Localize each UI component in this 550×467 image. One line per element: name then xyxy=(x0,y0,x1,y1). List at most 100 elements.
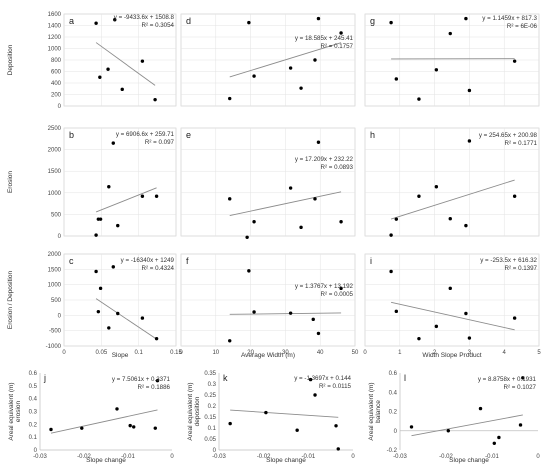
panel-letter: i xyxy=(370,256,372,266)
y-tick-label: 0.35 xyxy=(204,371,216,377)
x-tick-label: -0.03 xyxy=(33,454,47,460)
y-tick-label: 0.4 xyxy=(29,397,38,403)
x-tick-label: -0.01 xyxy=(121,454,135,460)
trend-equation: y = 1.1459x + 817.3 xyxy=(482,15,537,22)
y-tick-label: 1200 xyxy=(48,35,62,41)
trend-line xyxy=(50,409,158,434)
y-tick-label: 0 xyxy=(394,429,398,435)
data-point xyxy=(154,194,159,198)
panel-l: -0.2 0 0.2 0.4 0.6 -0.03 -0.02 -0.01 0 y = 8.8758… xyxy=(368,371,540,464)
trend-equation: y = 254.65x + 200.98 xyxy=(479,132,538,139)
data-point xyxy=(316,16,321,21)
x-axis-title: Slope change xyxy=(86,457,126,464)
data-point xyxy=(339,286,343,291)
trend-equation: y = -9433.6x + 1508.8 xyxy=(114,14,175,21)
data-point xyxy=(116,311,120,316)
data-point xyxy=(518,423,523,427)
trend-r-squared: R² = 0.1397 xyxy=(504,265,537,272)
trend-r-squared: R² = 6E-06 xyxy=(507,23,538,30)
data-point xyxy=(417,194,421,198)
x-axis-title: Slope change xyxy=(266,457,306,464)
data-point xyxy=(98,75,102,79)
y-tick-label: 0.2 xyxy=(389,410,398,416)
x-tick-label: -0.01 xyxy=(301,454,315,460)
data-point xyxy=(245,235,249,239)
data-point xyxy=(228,339,232,343)
x-tick-label: 0 xyxy=(179,350,183,356)
data-point xyxy=(448,217,452,221)
y-tick-label: 0 xyxy=(58,313,62,319)
x-tick-label: 0.1 xyxy=(134,350,143,356)
trend-equation: y = -253.5x + 616.32 xyxy=(480,257,537,264)
x-tick-label: 20 xyxy=(247,350,254,356)
data-point xyxy=(521,376,525,380)
trend-equation: y = 1.3767x + 13.192 xyxy=(295,283,354,290)
panel-letter: e xyxy=(186,130,191,140)
data-point xyxy=(228,421,232,426)
trend-equation: y = -16340x + 1249 xyxy=(121,257,175,264)
data-point xyxy=(434,324,439,329)
trend-line xyxy=(391,301,515,331)
y-tick-label: 0.6 xyxy=(29,371,38,377)
data-point xyxy=(116,223,120,228)
trend-line xyxy=(95,298,157,340)
y-tick-label: 500 xyxy=(51,298,62,304)
data-point xyxy=(252,310,256,314)
x-axis-title: Slope xyxy=(112,352,129,359)
panel-a: 0 200 400 600 800 1000 1200 1400 1600 y = -9433.6… xyxy=(7,12,177,110)
data-point xyxy=(94,233,98,237)
y-tick-label: 1600 xyxy=(48,12,62,18)
x-tick-label: -0.03 xyxy=(212,454,226,460)
y-axis-title: Areal equivalent (m)deposition xyxy=(187,382,201,440)
x-tick-label: 50 xyxy=(352,350,359,356)
trend-r-squared: R² = 0.1027 xyxy=(503,384,536,391)
data-point xyxy=(94,21,98,25)
y-tick-label: -1000 xyxy=(46,344,62,350)
y-tick-label: 600 xyxy=(51,70,62,76)
x-tick-label: 0.15 xyxy=(170,350,182,356)
y-axis-title: Deposition xyxy=(7,44,14,75)
panel-letter: l xyxy=(404,373,406,383)
y-tick-label: 0.2 xyxy=(29,422,38,428)
data-point xyxy=(313,197,317,201)
x-tick-label: 0 xyxy=(351,454,355,460)
x-tick-label: -0.03 xyxy=(393,454,407,460)
trend-r-squared: R² = 0.097 xyxy=(145,139,175,146)
data-point xyxy=(389,233,393,237)
y-tick-label: 0.1 xyxy=(208,426,217,432)
data-point xyxy=(288,66,293,70)
trend-equation: y = 7.5061x + 0.3371 xyxy=(112,376,171,383)
y-tick-label: 0 xyxy=(213,448,217,454)
data-point xyxy=(106,67,110,71)
x-tick-label: -0.02 xyxy=(257,454,271,460)
y-axis-title: Areal equivalent (m)erosion xyxy=(8,382,22,440)
trend-line xyxy=(95,42,156,86)
trend-equation: y = 8.8758x + 0.1931 xyxy=(478,376,537,383)
y-tick-label: 1400 xyxy=(48,24,62,30)
x-tick-label: 4 xyxy=(503,350,507,356)
y-tick-label: 1000 xyxy=(48,47,62,53)
data-point xyxy=(308,377,313,382)
data-point xyxy=(336,447,340,451)
x-tick-label: -0.01 xyxy=(485,454,499,460)
x-tick-label: 2 xyxy=(433,350,437,356)
y-tick-label: 0 xyxy=(58,104,62,110)
panel-g: y = 1.1459x + 817.3R² = 6E-06 g xyxy=(364,13,540,107)
y-tick-label: 400 xyxy=(51,81,62,87)
x-axis-title: Average Width (m) xyxy=(241,352,295,359)
data-point xyxy=(448,286,452,291)
data-point xyxy=(120,87,124,92)
data-point xyxy=(113,18,117,22)
data-point xyxy=(115,407,119,411)
y-tick-label: 500 xyxy=(51,212,62,218)
data-point xyxy=(94,269,98,274)
trend-r-squared: R² = 0.1757 xyxy=(320,43,353,50)
x-tick-label: -0.02 xyxy=(77,454,91,460)
y-tick-label: 2500 xyxy=(48,126,62,132)
plot-frame xyxy=(180,127,356,237)
data-point xyxy=(497,435,501,440)
